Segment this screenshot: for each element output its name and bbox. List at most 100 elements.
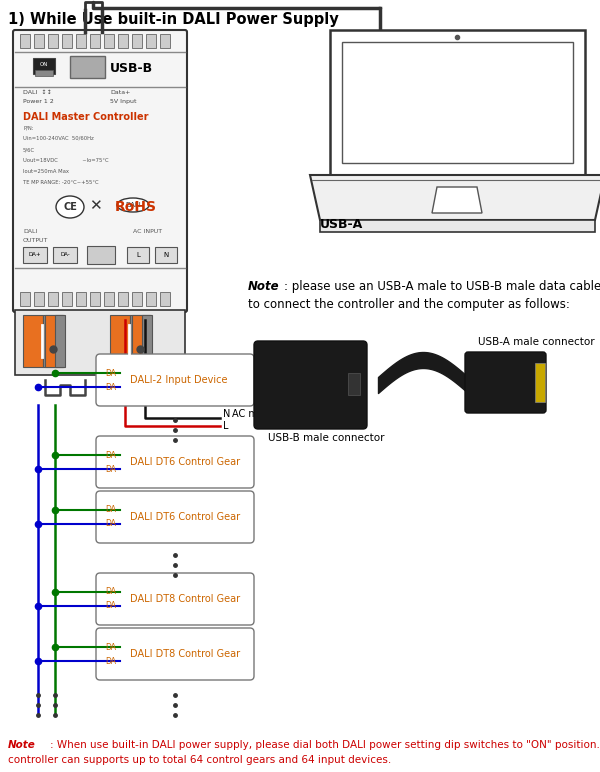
Bar	[132, 34, 142, 48]
Polygon shape	[310, 175, 600, 220]
FancyBboxPatch shape	[96, 491, 254, 543]
Bar	[43, 315, 63, 367]
Text: N: N	[163, 252, 169, 258]
Text: Data+: Data+	[110, 90, 130, 95]
Bar	[132, 292, 142, 306]
Text: AC INPUT: AC INPUT	[133, 229, 162, 234]
Text: DA: DA	[105, 587, 116, 597]
Text: DALI  ↕↕: DALI ↕↕	[23, 90, 52, 95]
Text: DA: DA	[105, 642, 116, 652]
Bar	[146, 292, 156, 306]
Ellipse shape	[117, 198, 149, 212]
Text: DA: DA	[105, 368, 116, 378]
Bar	[160, 34, 170, 48]
Bar	[20, 292, 30, 306]
Bar	[76, 34, 86, 48]
Bar	[118, 34, 128, 48]
Ellipse shape	[56, 196, 84, 218]
Bar	[320, 220, 595, 232]
Bar	[76, 292, 86, 306]
Bar	[146, 34, 156, 48]
Text: DALI: DALI	[23, 229, 37, 234]
Bar	[45, 315, 64, 367]
Text: Power 1 2: Power 1 2	[23, 99, 54, 104]
Bar	[127, 247, 149, 263]
Bar	[104, 292, 114, 306]
Text: DALI DT8 Control Gear: DALI DT8 Control Gear	[130, 649, 240, 659]
Bar	[160, 292, 170, 306]
Bar	[155, 247, 177, 263]
Text: DA: DA	[105, 506, 116, 514]
Bar	[130, 315, 150, 367]
Polygon shape	[432, 187, 482, 213]
Text: DA: DA	[105, 465, 116, 473]
Text: DA: DA	[105, 382, 116, 391]
Bar	[90, 34, 100, 48]
Bar	[55, 315, 65, 367]
Text: DA: DA	[105, 601, 116, 611]
Text: P/N:: P/N:	[23, 125, 34, 130]
Bar	[34, 292, 44, 306]
Text: ON: ON	[40, 62, 48, 67]
Bar	[330, 30, 585, 175]
Text: L: L	[223, 421, 229, 431]
Text: DALI Master Controller: DALI Master Controller	[23, 112, 149, 122]
Bar	[20, 34, 30, 48]
Bar	[33, 58, 55, 74]
Text: DA: DA	[105, 451, 116, 459]
Text: DA+: DA+	[29, 252, 41, 258]
Bar	[118, 292, 128, 306]
Text: DALI DT8 Control Gear: DALI DT8 Control Gear	[130, 594, 240, 604]
Text: TE MP RANGE: -20°C~+55°C: TE MP RANGE: -20°C~+55°C	[23, 180, 98, 185]
Text: DA-: DA-	[60, 252, 70, 258]
Bar	[342, 42, 573, 163]
Bar	[23, 247, 47, 263]
Bar	[53, 247, 77, 263]
FancyBboxPatch shape	[96, 628, 254, 680]
Text: Note: Note	[248, 280, 280, 293]
Text: L: L	[136, 252, 140, 258]
Bar	[48, 292, 58, 306]
Bar	[142, 315, 152, 367]
Text: DA: DA	[105, 656, 116, 665]
Text: N: N	[223, 409, 230, 419]
Text: DA: DA	[105, 520, 116, 529]
Text: DALI: DALI	[125, 202, 141, 208]
Bar	[48, 34, 58, 48]
Bar	[110, 315, 130, 367]
FancyBboxPatch shape	[254, 341, 367, 429]
Text: DALI DT6 Control Gear: DALI DT6 Control Gear	[130, 457, 240, 467]
Text: AC mains: AC mains	[232, 409, 278, 419]
Text: 5/6C: 5/6C	[23, 147, 35, 152]
FancyBboxPatch shape	[13, 30, 187, 312]
Text: controller can supports up to total 64 control gears and 64 input devices.: controller can supports up to total 64 c…	[8, 755, 391, 765]
Text: 5V Input: 5V Input	[110, 99, 137, 104]
Bar	[348, 373, 360, 395]
Bar	[15, 310, 185, 375]
Bar	[70, 56, 105, 78]
FancyBboxPatch shape	[96, 573, 254, 625]
FancyBboxPatch shape	[465, 352, 546, 413]
Text: : please use an USB-A male to USB-B male data cable: : please use an USB-A male to USB-B male…	[284, 280, 600, 293]
Bar	[62, 34, 72, 48]
Bar	[35, 70, 53, 76]
Bar	[34, 34, 44, 48]
Text: Iout=250mA Max: Iout=250mA Max	[23, 169, 69, 174]
Text: DALI-2 Input Device: DALI-2 Input Device	[130, 375, 227, 385]
FancyBboxPatch shape	[96, 354, 254, 406]
Text: USB-B male connector: USB-B male connector	[268, 433, 385, 443]
Text: to connect the controller and the computer as follows:: to connect the controller and the comput…	[248, 298, 570, 311]
Bar	[90, 292, 100, 306]
Text: Uin=100-240VAC  50/60Hz: Uin=100-240VAC 50/60Hz	[23, 136, 94, 141]
Text: OUTPUT: OUTPUT	[23, 238, 49, 243]
Text: ✕: ✕	[89, 198, 101, 214]
Text: : When use built-in DALI power supply, please dial both DALI power setting dip s: : When use built-in DALI power supply, p…	[50, 740, 600, 750]
FancyBboxPatch shape	[96, 436, 254, 488]
Bar	[104, 34, 114, 48]
Text: USB-B: USB-B	[110, 62, 153, 75]
Bar	[23, 315, 43, 367]
Bar	[62, 292, 72, 306]
Bar	[132, 315, 151, 367]
Text: 1) While Use built-in DALI Power Supply: 1) While Use built-in DALI Power Supply	[8, 12, 339, 27]
Text: DALI DT6 Control Gear: DALI DT6 Control Gear	[130, 512, 240, 522]
